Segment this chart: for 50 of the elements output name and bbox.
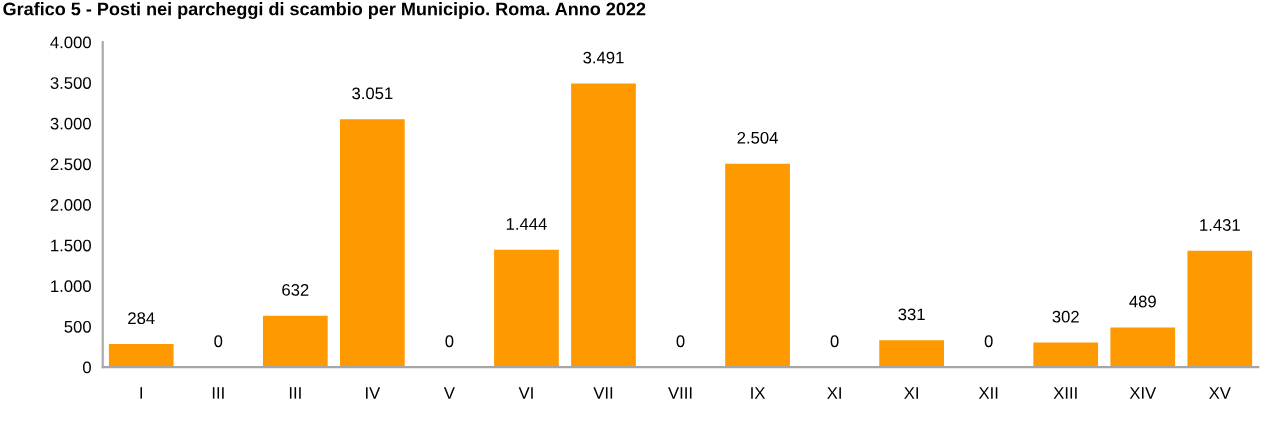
- bar: [571, 83, 636, 368]
- data-label: 0: [214, 335, 223, 348]
- x-tick-label: XI: [827, 387, 841, 399]
- bar: [725, 163, 790, 368]
- data-label: 1.444: [506, 218, 547, 230]
- bar: [879, 340, 944, 368]
- x-tick-label: XI: [904, 387, 918, 399]
- y-tick-label: 4.000: [50, 36, 91, 49]
- y-tick-label: 3.500: [50, 77, 91, 89]
- y-tick-label: 1.500: [51, 239, 91, 252]
- data-label: 632: [282, 284, 309, 296]
- x-tick-label: XIII: [1053, 387, 1077, 399]
- bar: [1187, 250, 1253, 368]
- data-label: 0: [676, 335, 685, 348]
- bar: [340, 119, 405, 368]
- data-label: 3.051: [352, 87, 393, 100]
- x-tick-label: III: [212, 387, 224, 399]
- x-tick-label: I: [140, 387, 143, 399]
- y-tick-label: 2.500: [50, 158, 91, 171]
- bar: [108, 344, 174, 368]
- bar: [494, 249, 559, 368]
- x-tick-label: VIII: [668, 387, 692, 399]
- x-tick-label: XII: [978, 387, 998, 399]
- data-label: 0: [984, 335, 993, 348]
- x-tick-label: IV: [366, 387, 381, 399]
- data-label: 0: [830, 335, 839, 348]
- data-label: 1.431: [1200, 219, 1240, 231]
- data-label: 331: [898, 308, 925, 321]
- y-tick-label: 1.000: [51, 280, 91, 293]
- bar: [1110, 327, 1176, 368]
- x-tick-label: XV: [1209, 387, 1231, 399]
- bar: [262, 315, 328, 368]
- y-tick-label: 0: [82, 361, 91, 374]
- y-tick-label: 500: [64, 320, 91, 333]
- data-label: 0: [445, 335, 454, 348]
- data-label: 302: [1052, 310, 1079, 323]
- y-tick-label: 3.000: [50, 117, 91, 130]
- y-tick-label: 2.000: [50, 199, 91, 211]
- x-tick-label: VII: [593, 387, 613, 399]
- bar: [1033, 342, 1099, 368]
- data-label: 2.504: [737, 131, 778, 144]
- x-tick-label: VI: [518, 387, 533, 399]
- x-tick-label: IX: [751, 387, 766, 399]
- data-label: 284: [128, 312, 155, 325]
- data-label: 3.491: [583, 51, 624, 64]
- chart-title: Grafico 5 - Posti nei parcheggi di scambio per Municipio. Roma. Anno 2022: [3, 2, 646, 20]
- x-tick-label: XIV: [1129, 387, 1157, 399]
- x-tick-label: III: [289, 387, 301, 399]
- data-label: 489: [1129, 295, 1156, 308]
- x-tick-label: V: [443, 387, 455, 399]
